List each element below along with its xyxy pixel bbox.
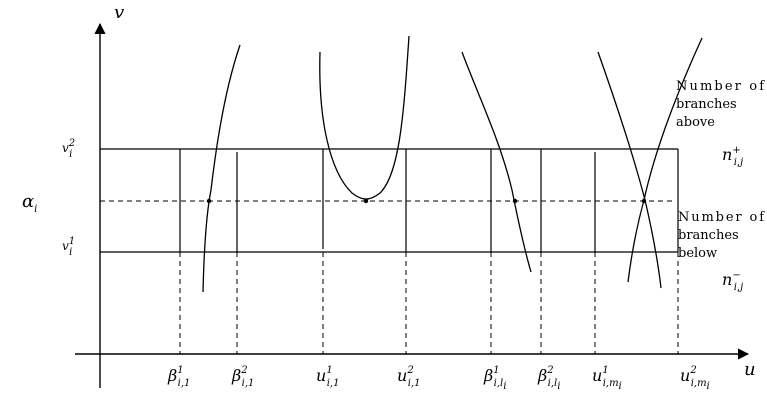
label-beta-il-1: β1 i,li — [483, 365, 506, 392]
branch-4-cross-a — [597, 51, 662, 289]
intersection-dots — [206, 198, 647, 204]
n-plus-label: n+ i,j — [722, 145, 743, 168]
bottom-labels: β1 i,1 β2 i,1 u1 i,1 u2 i,1 β1 i,li β2 i,li u1… — [167, 365, 710, 392]
branch-4-cross-b — [627, 37, 703, 283]
x-axis-label: u — [744, 359, 756, 380]
n-minus-label: n− i,j — [722, 270, 743, 293]
alpha-label: αi — [22, 191, 37, 215]
dot-branch-1 — [206, 198, 212, 204]
label-u-im-2: u2 i,mi — [680, 365, 710, 392]
label-u-i1-1: u1 i,1 — [316, 365, 339, 389]
dashed-drops — [179, 252, 679, 354]
label-beta-i1-2: β2 i,1 — [231, 365, 254, 389]
branches — [202, 35, 703, 293]
dot-branch-2-min — [363, 198, 369, 204]
annotation-above-line2: branches — [676, 97, 737, 112]
annotation-below-line3: below — [678, 246, 717, 261]
dot-branch-3 — [512, 198, 518, 204]
label-u-im-1: u1 i,mi — [592, 365, 622, 392]
annotation-above-line3: above — [676, 115, 715, 130]
annotation-below-line2: branches — [678, 228, 739, 243]
label-u-i1-2: u2 i,1 — [397, 365, 420, 389]
dot-branch-4 — [641, 198, 647, 204]
branch-1-rising — [202, 44, 241, 293]
branch-3-falling — [461, 51, 532, 273]
annotation-above-line1: Number of — [676, 79, 765, 94]
label-beta-il-2: β2 i,li — [537, 365, 560, 392]
level-segments — [179, 149, 679, 252]
y-axis-label: v — [114, 2, 124, 23]
branch-2-well — [319, 35, 410, 200]
label-beta-i1-1: β1 i,1 — [167, 365, 190, 389]
v-upper-label: v2 i — [62, 138, 75, 160]
v-lower-label: v1 i — [62, 236, 75, 258]
annotation-below-line1: Number of — [678, 210, 765, 225]
